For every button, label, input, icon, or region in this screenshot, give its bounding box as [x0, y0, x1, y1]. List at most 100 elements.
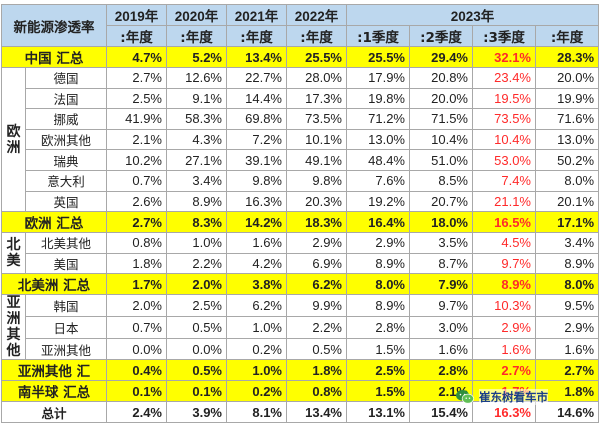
period-header: :年度 [106, 25, 167, 47]
value-cell: 19.9% [534, 87, 600, 110]
region-label-namerica: 北美 [1, 232, 26, 275]
value-cell: 0.1% [166, 380, 227, 403]
value-cell: 41.9% [106, 108, 167, 130]
value-cell: 9.7% [409, 294, 473, 317]
value-cell: 3.9% [166, 401, 227, 423]
value-cell: 73.5% [472, 108, 536, 130]
value-cell: 9.1% [166, 87, 227, 110]
row-label: 中国 汇总 [1, 46, 107, 68]
value-cell: 6.2% [226, 294, 287, 317]
value-cell: 13.1% [346, 401, 410, 423]
period-header: :2季度 [409, 25, 473, 47]
country-label: 意大利 [25, 169, 107, 192]
value-cell: 2.2% [166, 252, 227, 275]
value-cell: 1.0% [166, 232, 227, 254]
value-cell: 8.9% [534, 252, 600, 275]
value-cell: 3.4% [166, 169, 227, 192]
value-cell: 0.2% [226, 337, 287, 361]
value-cell: 19.8% [346, 87, 410, 110]
value-cell: 0.7% [106, 169, 167, 192]
value-cell: 14.4% [226, 87, 287, 110]
value-cell: 7.4% [472, 169, 536, 192]
value-cell: 8.7% [409, 252, 473, 275]
value-cell: 1.5% [346, 337, 410, 361]
period-header: :年度 [226, 25, 287, 47]
value-cell: 1.0% [226, 316, 287, 339]
value-cell: 20.0% [409, 87, 473, 110]
table-row: 瑞典 10.2% 27.1% 39.1% 49.1% 48.4% 51.0% 53.0% 50.… [2, 149, 600, 171]
watermark: 崔东树看车市 [455, 386, 585, 408]
value-cell: 17.1% [534, 211, 600, 234]
value-cell: 18.3% [286, 211, 347, 234]
country-label: 北美其他 [25, 232, 107, 254]
value-cell: 9.7% [472, 252, 536, 275]
value-cell: 14.6% [534, 401, 600, 423]
value-cell: 2.1% [106, 128, 167, 151]
row-label: 总计 [1, 401, 107, 423]
year-header-2021: 2021年 [226, 4, 287, 26]
value-cell: 16.4% [346, 211, 410, 234]
table-row: 欧洲 德国 2.7% 12.6% 22.7% 28.0% 17.9% 20.8% 23.4% 20… [1, 66, 600, 213]
value-cell: 39.1% [226, 149, 287, 171]
value-cell: 16.3% [472, 401, 536, 423]
year-header-2022: 2022年 [286, 4, 347, 26]
value-cell: 13.4% [226, 46, 287, 68]
period-header: :年度 [286, 25, 347, 47]
value-cell: 69.8% [226, 108, 287, 130]
namerica-summary-row: 北美洲 汇总 1.7% 2.0% 3.8% 6.2% 8.0% 7.9% 8.9% 8.0% [1, 273, 600, 296]
region-label-europe: 欧洲 [1, 66, 26, 213]
value-cell: 8.0% [534, 169, 600, 192]
value-cell: 1.8% [106, 252, 167, 275]
asia-summary-row: 亚洲其他 汇 0.4% 0.5% 1.0% 1.8% 2.5% 2.8% 2.7% 2.7% [1, 359, 600, 382]
value-cell: 13.4% [286, 401, 347, 423]
value-cell: 2.5% [346, 359, 410, 382]
value-cell: 58.3% [166, 108, 227, 130]
value-cell: 10.2% [106, 149, 167, 171]
value-cell: 2.9% [286, 232, 347, 254]
value-cell: 10.3% [472, 294, 536, 317]
year-header-2020: 2020年 [166, 4, 227, 26]
penetration-table: 新能源渗透率 2019年 2020年 2021年 2022年 2023年 :年度… [1, 4, 600, 423]
value-cell: 71.5% [409, 108, 473, 130]
value-cell: 2.2% [286, 316, 347, 339]
value-cell: 0.0% [106, 337, 167, 361]
value-cell: 2.4% [106, 401, 167, 423]
value-cell: 28.0% [286, 67, 347, 89]
value-cell: 1.7% [106, 273, 167, 296]
year-header-2019: 2019年 [106, 4, 167, 26]
china-summary-row: 中国 汇总 4.7% 5.2% 13.4% 25.5% 25.5% 29.4% 32.1% 28… [1, 46, 600, 68]
value-cell: 0.5% [166, 359, 227, 382]
value-cell: 16.5% [472, 211, 536, 234]
header-row-years: 新能源渗透率 2019年 2020年 2021年 2022年 2023年 [1, 4, 600, 47]
row-label: 欧洲 汇总 [1, 211, 107, 234]
value-cell: 1.8% [534, 380, 600, 403]
table-row: 法国 2.5% 9.1% 14.4% 17.3% 19.8% 20.0% 19.5% 19.9% [2, 87, 600, 110]
value-cell: 7.6% [346, 169, 410, 192]
table-row: 挪威 41.9% 58.3% 69.8% 73.5% 71.2% 71.5% 73.5% 71.… [2, 108, 600, 130]
value-cell: 2.7% [106, 67, 167, 89]
value-cell: 20.7% [409, 190, 473, 213]
country-label: 法国 [25, 87, 107, 110]
value-cell: 0.4% [106, 359, 167, 382]
country-label: 韩国 [25, 294, 107, 317]
value-cell: 18.0% [409, 211, 473, 234]
table-row: 美国 1.8% 2.2% 4.2% 6.9% 8.9% 8.7% 9.7% 8.9% [2, 252, 600, 275]
value-cell: 17.9% [346, 67, 410, 89]
value-cell: 2.8% [409, 359, 473, 382]
value-cell: 1.8% [286, 359, 347, 382]
value-cell: 25.5% [346, 46, 410, 68]
value-cell: 3.8% [226, 273, 287, 296]
value-cell: 2.6% [106, 190, 167, 213]
table-row: 英国 2.6% 8.9% 16.3% 20.3% 19.2% 20.7% 21.1% 20.1% [2, 190, 600, 213]
value-cell: 8.0% [534, 273, 600, 296]
value-cell: 0.1% [106, 380, 167, 403]
table-row: 欧洲其他 2.1% 4.3% 7.2% 10.1% 13.0% 10.4% 10.4% 13.0… [2, 128, 600, 151]
value-cell: 0.0% [166, 337, 227, 361]
value-cell: 29.4% [409, 46, 473, 68]
value-cell: 28.3% [534, 46, 600, 68]
value-cell: 8.9% [346, 294, 410, 317]
value-cell: 8.3% [166, 211, 227, 234]
value-cell: 1.6% [226, 232, 287, 254]
value-cell: 2.8% [346, 316, 410, 339]
table-row: 亚洲其他 韩国 2.0% 2.5% 6.2% 9.9% 8.9% 9.7% 10.3% 9.5% [1, 294, 600, 361]
